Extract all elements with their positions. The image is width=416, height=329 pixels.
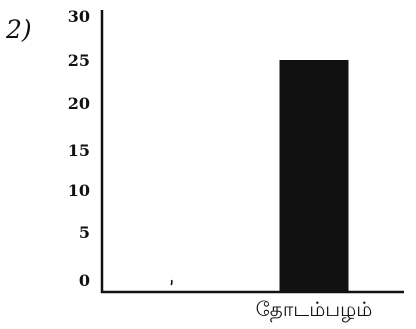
- y-tick-labels: 0 5 10 15 20 25 30: [68, 7, 90, 290]
- y-tick-label: 0: [79, 271, 90, 290]
- y-tick-label: 10: [68, 181, 90, 200]
- x-category-label: தோடம்பழம்: [256, 297, 373, 322]
- y-tick-label: 30: [68, 7, 90, 26]
- y-tick-label: 5: [79, 223, 90, 242]
- y-tick-label: 15: [68, 141, 90, 160]
- y-tick-label: 20: [68, 94, 90, 113]
- bar: [279, 60, 349, 292]
- x-category-labels: தோடம்பழம்: [256, 297, 373, 322]
- question-label: 2): [5, 15, 32, 44]
- bars: [279, 60, 349, 292]
- stray-mark: [170, 279, 173, 286]
- y-tick-label: 25: [68, 51, 90, 70]
